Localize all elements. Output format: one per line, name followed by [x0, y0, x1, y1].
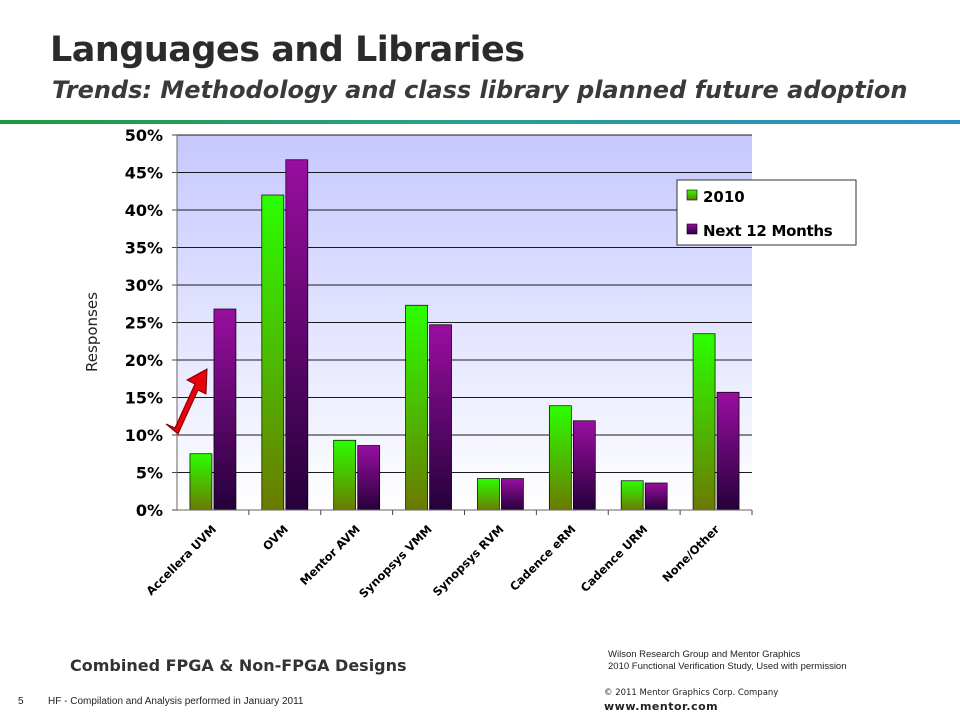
bar-next-12-months	[429, 324, 452, 511]
x-tick-label: OVM	[260, 522, 291, 553]
x-tick-label: None/Other	[659, 522, 722, 585]
y-axis-ticks: 0% 5% 10% 15% 20% 25% 30% 35% 40% 45% 50%	[125, 126, 177, 520]
upward-arrow-icon	[165, 368, 208, 435]
legend-label-2010: 2010	[703, 188, 745, 206]
bar-next-12-months	[716, 391, 740, 511]
x-tick-label: Synopsys VMM	[356, 522, 435, 601]
y-tick-label: 40%	[125, 201, 163, 220]
legend: 2010 Next 12 Months	[676, 179, 857, 246]
source-line-1: Wilson Research Group and Mentor Graphic…	[608, 649, 801, 660]
website-link[interactable]: www.mentor.com	[604, 700, 719, 713]
bar-next-12-months	[644, 482, 668, 511]
bar-chart: 0% 5% 10% 15% 20% 25% 30% 35% 40% 45% 50% Acceller…	[83, 126, 857, 601]
y-tick-label: 15%	[125, 389, 163, 408]
y-tick-label: 5%	[136, 464, 163, 483]
legend-swatch-next	[686, 223, 698, 235]
y-tick-label: 25%	[125, 314, 163, 333]
y-tick-label: 50%	[125, 126, 163, 145]
y-tick-label: 10%	[125, 426, 163, 445]
y-tick-label: 35%	[125, 239, 163, 258]
bar-next-12-months	[285, 159, 309, 511]
y-tick-label: 30%	[125, 276, 163, 295]
x-tick-label: Cadence eRM	[507, 522, 579, 594]
header-divider	[0, 120, 960, 124]
y-tick-label: 20%	[125, 351, 163, 370]
bar-2010	[620, 480, 644, 511]
copyright: © 2011 Mentor Graphics Corp. Company	[604, 688, 779, 698]
x-tick-label: Cadence URM	[578, 522, 651, 595]
bar-2010	[548, 405, 572, 511]
x-tick-label: Synopsys RVM	[430, 522, 507, 599]
slide-title: Languages and Libraries	[50, 30, 525, 70]
legend-label-next: Next 12 Months	[703, 222, 833, 240]
footnote: HF - Compilation and Analysis performed …	[48, 696, 304, 707]
bar-next-12-months	[213, 308, 237, 511]
bar-2010	[405, 304, 428, 511]
x-tick-label: Accellera UVM	[143, 522, 219, 598]
y-tick-label: 0%	[136, 501, 163, 520]
source-line-2: 2010 Functional Verification Study, Used…	[608, 661, 847, 672]
bar-2010	[692, 333, 716, 511]
bar-next-12-months	[572, 420, 596, 511]
bar-next-12-months	[357, 445, 381, 511]
page-number: 5	[18, 696, 24, 707]
source-citation: Wilson Research Group and Mentor Graphic…	[608, 649, 847, 673]
bars	[189, 159, 740, 511]
slide-subtitle: Trends: Methodology and class library pl…	[52, 76, 908, 104]
y-tick-label: 45%	[125, 164, 163, 183]
x-tick-label: Mentor AVM	[297, 522, 363, 588]
bar-2010	[333, 439, 357, 511]
dataset-label: Combined FPGA & Non-FPGA Designs	[70, 656, 407, 675]
legend-swatch-2010	[686, 189, 698, 201]
bar-next-12-months	[501, 478, 524, 511]
bar-2010	[189, 453, 213, 511]
bar-2010	[261, 194, 285, 511]
bar-2010	[477, 478, 500, 511]
y-axis-label: Responses	[83, 292, 101, 372]
